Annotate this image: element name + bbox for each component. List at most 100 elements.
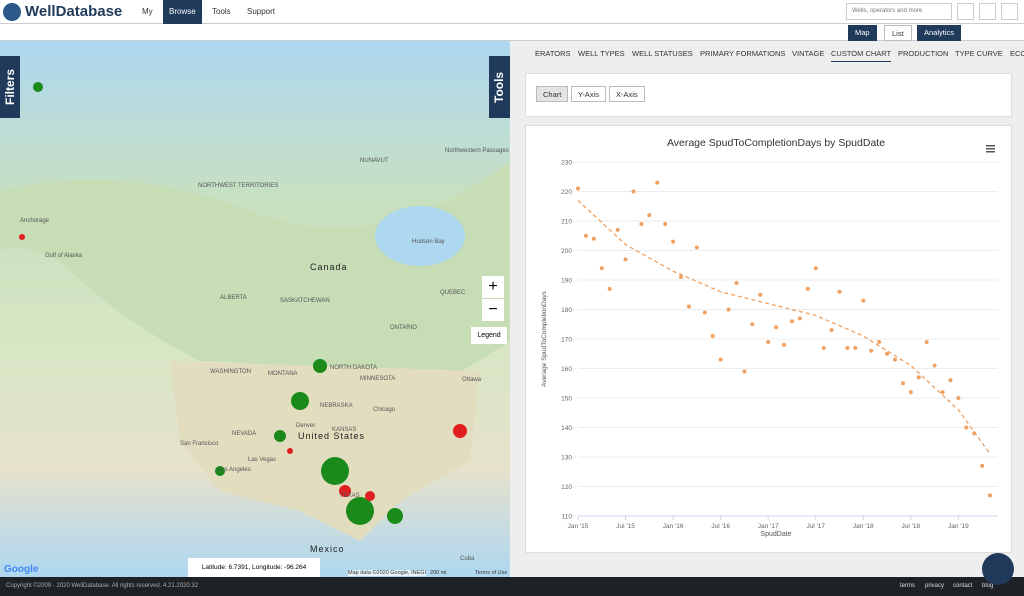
point bbox=[916, 375, 921, 380]
y-tick-label: 150 bbox=[561, 396, 572, 403]
point bbox=[647, 213, 652, 218]
nav-menu[interactable]: Tools bbox=[212, 7, 231, 16]
menu-icon[interactable] bbox=[986, 145, 995, 153]
point bbox=[821, 345, 826, 350]
hudson-bay bbox=[375, 206, 465, 266]
search[interactable]: Wells, operators and more bbox=[846, 3, 952, 20]
chart-button[interactable]: X-Axis bbox=[609, 86, 645, 102]
point bbox=[679, 275, 684, 280]
point bbox=[718, 357, 723, 362]
bell[interactable] bbox=[957, 3, 974, 20]
y-tick-label: 220 bbox=[561, 189, 572, 196]
land bbox=[0, 161, 510, 401]
y-tick-label: 210 bbox=[561, 219, 572, 226]
map-label: MINNESOTA bbox=[360, 376, 396, 382]
tab[interactable]: ERATORS bbox=[535, 49, 571, 58]
footer: Copyright ©2009 - 2020 WellDatabase. All… bbox=[0, 577, 1024, 596]
filters-tab[interactable]: Filters bbox=[0, 56, 20, 118]
point bbox=[655, 180, 660, 185]
tools-tab[interactable]: Tools bbox=[489, 56, 510, 118]
point bbox=[988, 493, 993, 498]
view-button[interactable]: Map bbox=[848, 25, 877, 41]
footer-link[interactable]: contact bbox=[953, 583, 973, 589]
legend-button[interactable]: Legend bbox=[471, 327, 507, 344]
tab[interactable]: VINTAGE bbox=[792, 49, 825, 58]
x-tick-label: Jan '16 bbox=[663, 523, 684, 530]
x-tick-label: Jul '18 bbox=[902, 523, 921, 530]
map-label: Cuba bbox=[460, 556, 475, 562]
map-label: ALBERTA bbox=[220, 295, 247, 301]
tab[interactable]: TYPE CURVE bbox=[955, 49, 1003, 58]
point bbox=[671, 239, 676, 244]
nav-menu[interactable]: Support bbox=[247, 7, 276, 16]
point bbox=[797, 316, 802, 321]
point bbox=[639, 221, 644, 226]
point bbox=[686, 304, 691, 309]
map-label: NUNAVUT bbox=[360, 158, 389, 164]
point bbox=[694, 245, 699, 250]
point bbox=[631, 189, 636, 194]
zoom-out[interactable]: − bbox=[482, 299, 504, 321]
y-tick-label: 200 bbox=[561, 248, 572, 255]
chart-button[interactable]: Y-Axis bbox=[571, 86, 606, 102]
y-tick-label: 140 bbox=[561, 425, 572, 432]
point bbox=[734, 280, 739, 285]
map-label: Anchorage bbox=[20, 218, 50, 224]
map-label: TEXAS bbox=[340, 493, 360, 499]
tab[interactable]: WELL STATUSES bbox=[632, 49, 693, 58]
tab[interactable]: WELL TYPES bbox=[578, 49, 625, 58]
point bbox=[607, 286, 612, 291]
terms-of-use[interactable]: Terms of Use bbox=[475, 570, 508, 576]
point bbox=[829, 328, 834, 333]
point bbox=[980, 463, 985, 468]
chat-button[interactable] bbox=[982, 553, 1014, 585]
point bbox=[940, 390, 945, 395]
chart-card: Average SpudToCompletionDays by SpudDate… bbox=[525, 125, 1012, 553]
point bbox=[900, 381, 905, 386]
map-label: SASKATCHEWAN bbox=[280, 298, 330, 304]
map-label: MONTANA bbox=[268, 371, 298, 377]
point bbox=[766, 339, 771, 344]
point bbox=[845, 345, 850, 350]
logo[interactable] bbox=[3, 3, 21, 21]
map-label: NORTHWEST TERRITORIES bbox=[198, 183, 279, 189]
map-label: United States bbox=[298, 431, 366, 441]
map-label: ONTARIO bbox=[390, 325, 417, 331]
scale: 200 mi bbox=[430, 570, 447, 576]
view-button[interactable]: List bbox=[884, 25, 912, 41]
subbar bbox=[0, 24, 1024, 41]
nav-menu[interactable]: My bbox=[142, 7, 153, 16]
user[interactable] bbox=[979, 3, 996, 20]
nav-menu[interactable]: Browse bbox=[163, 0, 202, 24]
brand[interactable]: WellDatabase bbox=[25, 3, 123, 20]
footer-link[interactable]: blog bbox=[982, 583, 994, 589]
footer-link[interactable]: terms bbox=[900, 583, 915, 589]
chart-title: Average SpudToCompletionDays by SpudDate bbox=[667, 137, 885, 149]
map-label: Gulf of Alaska bbox=[45, 253, 83, 259]
map-label: Mexico bbox=[310, 544, 345, 554]
view-button[interactable]: Analytics bbox=[917, 25, 962, 41]
x-tick-label: Jan '18 bbox=[853, 523, 874, 530]
tab[interactable]: PRODUCTION bbox=[898, 49, 949, 58]
map-label: Northwestern Passages bbox=[445, 148, 509, 154]
attribution: Map data ©2020 Google, INEGI bbox=[348, 570, 427, 576]
point bbox=[964, 425, 969, 430]
tab[interactable]: CUSTOM CHART bbox=[831, 49, 892, 62]
point bbox=[702, 310, 707, 315]
point bbox=[750, 322, 755, 327]
logout[interactable] bbox=[1001, 3, 1018, 20]
zoom-in[interactable]: + bbox=[482, 276, 504, 298]
map[interactable]: Filters Tools + − Legend Latitude: 6.739… bbox=[0, 41, 510, 577]
point bbox=[782, 342, 787, 347]
tab[interactable]: ECONOMICS bbox=[1010, 49, 1024, 58]
wells-green bbox=[33, 82, 403, 525]
map-label: NEBRASKA bbox=[320, 403, 353, 409]
point bbox=[885, 351, 890, 356]
footer-link[interactable]: privacy bbox=[925, 583, 945, 589]
y-tick-label: 170 bbox=[561, 337, 572, 344]
tab[interactable]: PRIMARY FORMATIONS bbox=[700, 49, 786, 58]
chart-button[interactable]: Chart bbox=[536, 86, 569, 102]
wells-red bbox=[19, 234, 467, 501]
point bbox=[813, 266, 818, 271]
map-label: Ottawa bbox=[462, 377, 482, 383]
